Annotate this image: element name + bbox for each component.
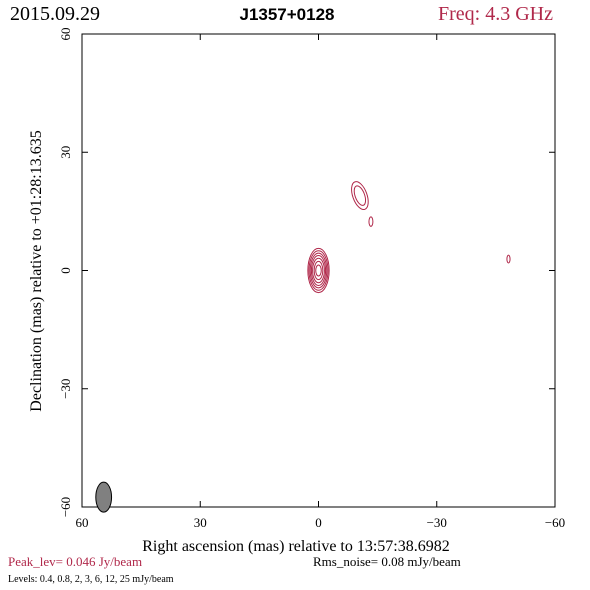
x-tick-label: 30: [194, 515, 207, 530]
contour-line: [308, 250, 329, 291]
contour-line: [315, 264, 322, 277]
x-tick-label: −60: [545, 515, 565, 530]
y-tick-label: −30: [58, 379, 73, 399]
source-name: J1357+0128: [239, 5, 334, 24]
contour-line: [309, 252, 328, 289]
observation-date: 2015.09.29: [10, 3, 100, 25]
x-tick-label: 0: [315, 515, 322, 530]
beam-ellipse: [95, 481, 113, 513]
y-tick-label: 0: [58, 267, 73, 274]
x-axis-label: Right ascension (mas) relative to 13:57:…: [142, 538, 450, 555]
y-tick-label: 60: [58, 28, 73, 41]
x-tick-label: 60: [76, 515, 89, 530]
contour-levels: Levels: 0.4, 0.8, 2, 3, 6, 12, 25 mJy/be…: [8, 574, 174, 585]
rms-noise: Rms_noise= 0.08 mJy/beam: [313, 554, 461, 569]
contour-line: [312, 257, 325, 284]
y-tick-label: 30: [58, 146, 73, 159]
contour-line: [307, 247, 330, 294]
y-axis-label: Declination (mas) relative to +01:28:13.…: [28, 130, 45, 411]
contour-line: [368, 216, 374, 227]
contour-line: [351, 181, 369, 211]
x-tick-label: −30: [427, 515, 447, 530]
frequency-label: Freq: 4.3 GHz: [438, 3, 553, 25]
contour-line: [313, 260, 324, 281]
plot-frame: [81, 33, 556, 508]
plot-layer: 60 30 0 −30 −60 −60 −30 0 30 60: [58, 28, 565, 531]
contour-line: [353, 185, 367, 206]
y-tick-label: −60: [58, 497, 73, 517]
contour-line: [506, 254, 511, 264]
peak-level: Peak_lev= 0.046 Jy/beam: [8, 554, 142, 569]
contour-line: [310, 255, 327, 286]
